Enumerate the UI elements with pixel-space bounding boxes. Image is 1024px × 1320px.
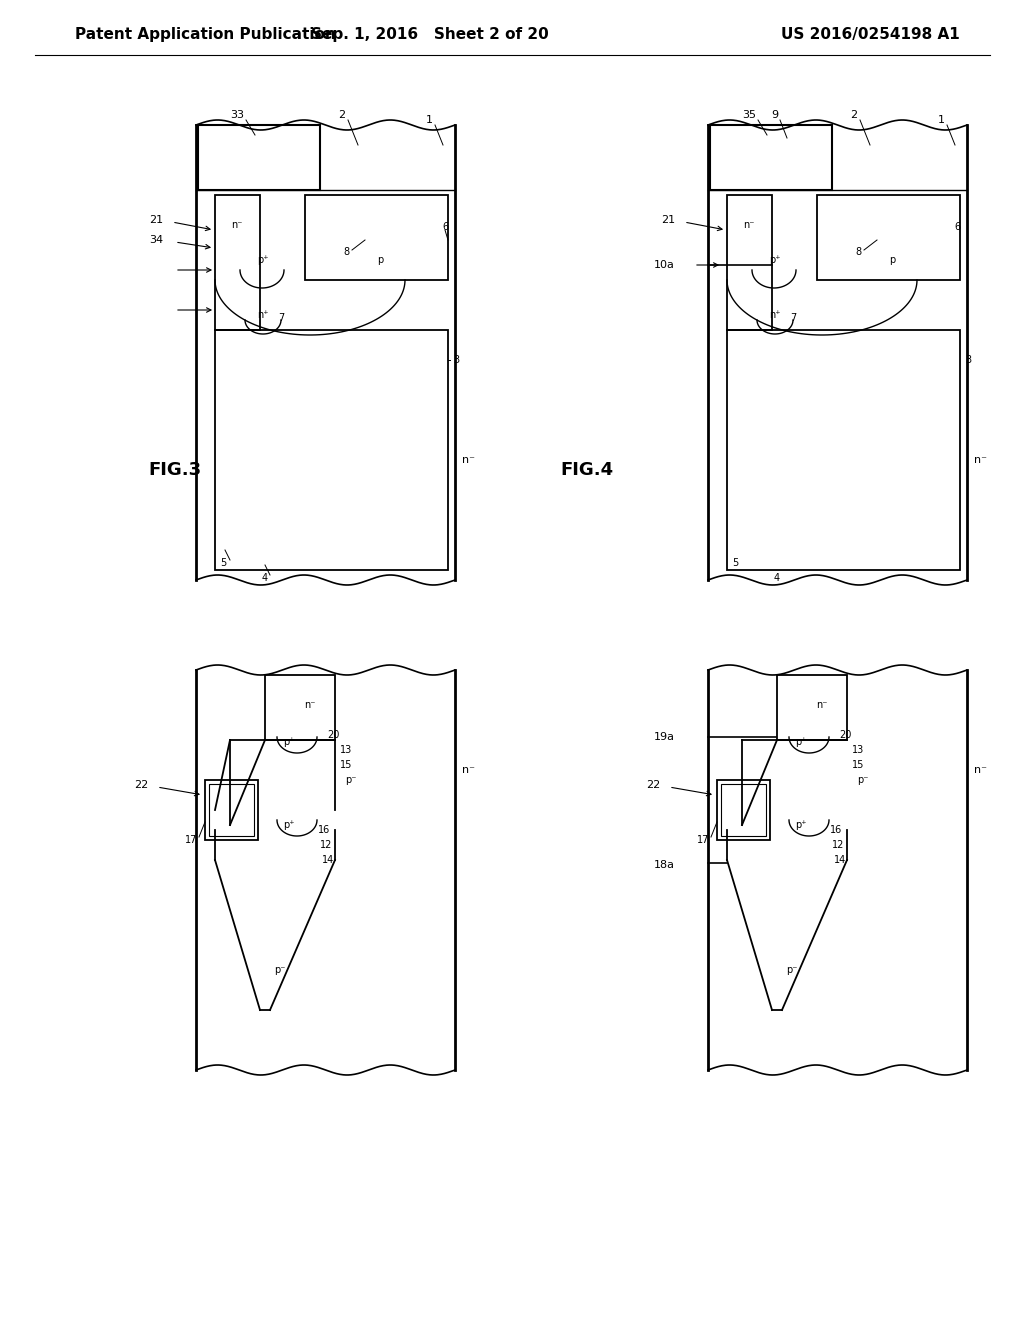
- Bar: [215, 195, 260, 330]
- Text: n⁺: n⁺: [257, 310, 268, 319]
- Text: p⁺: p⁺: [796, 820, 807, 830]
- Text: 3: 3: [453, 355, 459, 366]
- Text: 16: 16: [318, 825, 331, 836]
- Text: 21: 21: [660, 215, 675, 224]
- Bar: [727, 330, 961, 570]
- Text: 21: 21: [148, 215, 163, 224]
- Text: 15: 15: [852, 760, 864, 770]
- Bar: [305, 195, 449, 280]
- Text: p⁻: p⁻: [857, 775, 868, 785]
- Text: 1: 1: [426, 115, 433, 125]
- Text: 22: 22: [134, 780, 148, 789]
- Text: 12: 12: [831, 840, 845, 850]
- Text: p: p: [889, 255, 895, 265]
- Text: 7: 7: [790, 313, 797, 323]
- Text: n⁻: n⁻: [462, 455, 475, 465]
- Text: p⁻: p⁻: [786, 965, 798, 975]
- Bar: [710, 125, 831, 190]
- Bar: [817, 195, 961, 280]
- Text: 12: 12: [319, 840, 333, 850]
- Text: p⁺: p⁺: [769, 255, 780, 265]
- Text: 20: 20: [839, 730, 851, 741]
- Bar: [717, 780, 770, 840]
- Text: 15: 15: [340, 760, 352, 770]
- Text: 3: 3: [965, 355, 971, 366]
- Text: n⁻: n⁻: [231, 220, 243, 230]
- Text: 2: 2: [850, 110, 857, 120]
- Text: p⁺: p⁺: [257, 255, 268, 265]
- Text: 33: 33: [230, 110, 244, 120]
- Text: FIG.4: FIG.4: [560, 461, 613, 479]
- Text: 19a: 19a: [654, 733, 675, 742]
- Text: FIG.3: FIG.3: [148, 461, 201, 479]
- Text: n⁻: n⁻: [743, 220, 755, 230]
- Bar: [265, 675, 335, 741]
- Text: 17: 17: [184, 836, 197, 845]
- Text: p⁺: p⁺: [284, 737, 295, 747]
- Text: 22: 22: [646, 780, 660, 789]
- Bar: [727, 195, 772, 330]
- Text: Patent Application Publication: Patent Application Publication: [75, 28, 336, 42]
- Text: 6: 6: [442, 222, 449, 232]
- Text: n⁻: n⁻: [974, 455, 987, 465]
- Text: n⁻: n⁻: [462, 766, 475, 775]
- Text: 13: 13: [340, 744, 352, 755]
- Text: 18a: 18a: [654, 861, 675, 870]
- Text: p⁻: p⁻: [274, 965, 286, 975]
- Text: n⁻: n⁻: [304, 700, 315, 710]
- Text: 34: 34: [148, 235, 163, 246]
- Text: Sep. 1, 2016   Sheet 2 of 20: Sep. 1, 2016 Sheet 2 of 20: [311, 28, 549, 42]
- Text: 2: 2: [338, 110, 345, 120]
- Text: US 2016/0254198 A1: US 2016/0254198 A1: [780, 28, 959, 42]
- Text: p⁺: p⁺: [284, 820, 295, 830]
- Text: 4: 4: [262, 573, 268, 583]
- Text: p⁻: p⁻: [345, 775, 356, 785]
- Bar: [198, 125, 319, 190]
- Text: 1: 1: [938, 115, 945, 125]
- Text: 5: 5: [732, 558, 738, 568]
- Bar: [777, 675, 847, 741]
- Text: n⁻: n⁻: [816, 700, 827, 710]
- Bar: [215, 330, 449, 570]
- Text: 14: 14: [834, 855, 846, 865]
- Text: n⁻: n⁻: [974, 766, 987, 775]
- Text: p⁺: p⁺: [796, 737, 807, 747]
- Text: 14: 14: [322, 855, 334, 865]
- Text: 8: 8: [344, 247, 350, 257]
- Text: 20: 20: [327, 730, 339, 741]
- Text: 10a: 10a: [654, 260, 675, 271]
- Bar: [721, 784, 766, 836]
- Text: 9: 9: [771, 110, 778, 120]
- Text: 7: 7: [278, 313, 285, 323]
- Text: 17: 17: [696, 836, 709, 845]
- Text: 6: 6: [954, 222, 961, 232]
- Bar: [209, 784, 254, 836]
- Text: n⁺: n⁺: [769, 310, 780, 319]
- Text: p: p: [377, 255, 383, 265]
- Text: 8: 8: [856, 247, 862, 257]
- Text: 5: 5: [220, 558, 226, 568]
- Text: 35: 35: [742, 110, 756, 120]
- Text: 4: 4: [774, 573, 780, 583]
- Text: 16: 16: [830, 825, 843, 836]
- Text: 13: 13: [852, 744, 864, 755]
- Bar: [205, 780, 258, 840]
